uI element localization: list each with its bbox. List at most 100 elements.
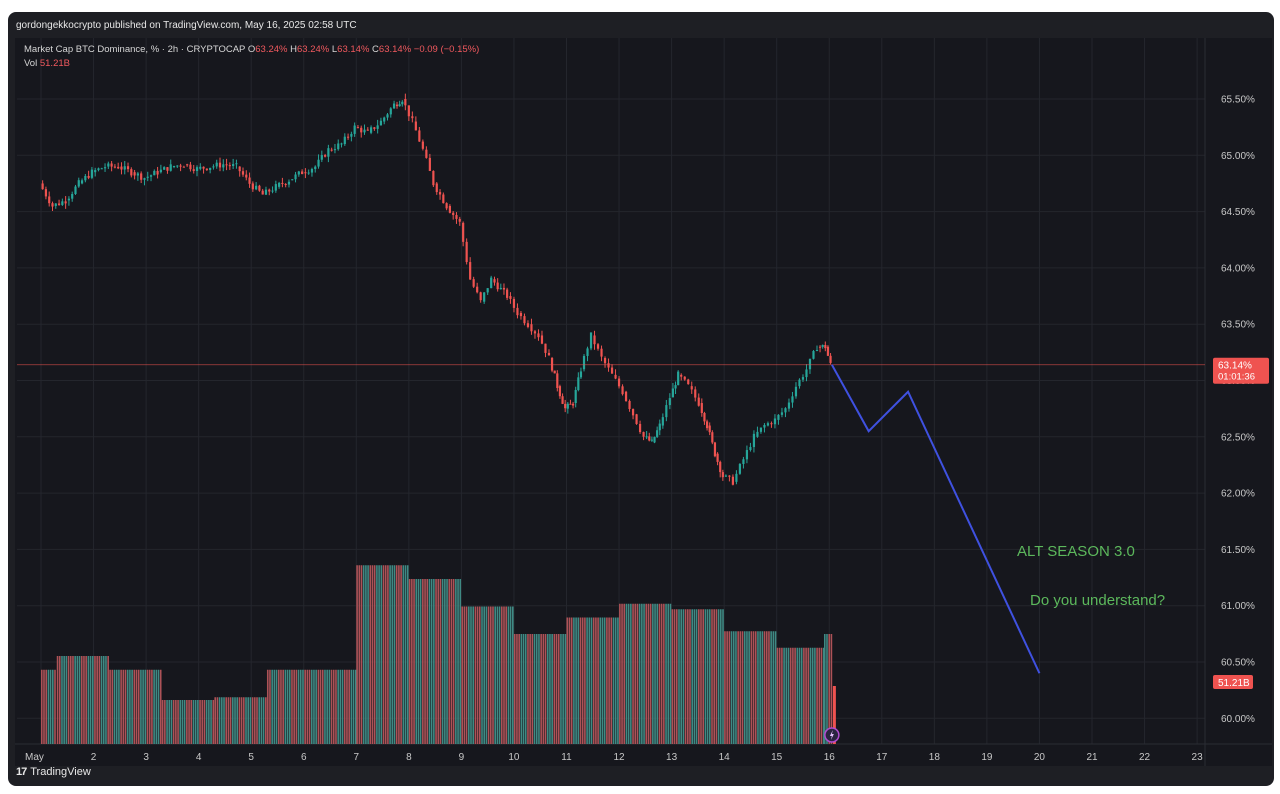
volume-bar (472, 606, 474, 744)
volume-bar (774, 631, 777, 744)
x-tick-label: 7 (354, 752, 360, 763)
volume-bar (562, 634, 564, 744)
candle-body (506, 289, 509, 298)
volume-bar (100, 656, 103, 744)
price-tag-timer: 01:01:36 (1218, 372, 1255, 383)
volume-bar (732, 631, 735, 744)
candle-body (815, 349, 819, 352)
volume-bar (792, 647, 794, 744)
volume-bar (256, 697, 258, 744)
candle-body (523, 316, 526, 324)
candle-body (801, 377, 805, 380)
publisher-line: gordongekkocrypto published on TradingVi… (16, 20, 357, 31)
candle-body (458, 218, 461, 222)
volume-bar (487, 606, 490, 744)
tradingview-brand: 17 TradingView (16, 766, 91, 778)
volume-bar (820, 647, 823, 744)
volume-bar (144, 669, 147, 744)
tradingview-logo-icon: 17 (16, 766, 27, 778)
volume-bar (816, 647, 818, 744)
volume-bar (404, 565, 407, 744)
volume-bar (58, 656, 61, 744)
volume-bar (358, 565, 361, 744)
volume-bar (238, 697, 241, 744)
volume-bar (811, 647, 814, 744)
volume-bar (124, 669, 127, 744)
volume-bar (592, 617, 595, 744)
volume-bar (190, 700, 193, 744)
candle-body (728, 475, 731, 477)
candle-body (225, 164, 228, 166)
volume-bar (45, 669, 47, 744)
chart-area[interactable]: 65.50%65.00%64.50%64.00%63.50%63.00%62.5… (15, 38, 1272, 766)
candle-body (665, 405, 668, 418)
candle-body (310, 169, 314, 173)
volume-bar (203, 700, 206, 744)
volume-bar (807, 647, 810, 744)
volume-bar (757, 631, 759, 744)
volume-bar (706, 609, 709, 744)
volume-bar (288, 669, 291, 744)
candle-body (369, 127, 373, 133)
volume-bar (201, 700, 204, 744)
volume-bar (830, 634, 833, 744)
candle-body (258, 185, 261, 191)
volume-bar (315, 669, 317, 744)
volume-bar (752, 631, 755, 744)
volume-bar (197, 700, 199, 744)
volume-bar (155, 669, 158, 744)
volume-bar (324, 669, 326, 744)
volume-bar (422, 579, 424, 744)
candle-body (314, 166, 317, 170)
candle-body (149, 175, 153, 177)
volume-bar (273, 669, 276, 744)
candle-body (600, 348, 603, 357)
volume-bar (455, 579, 457, 744)
candle-body (694, 389, 697, 398)
volume-bar (726, 631, 728, 744)
candle-body (770, 423, 773, 425)
volume-bar (656, 603, 659, 744)
candle-body (287, 181, 291, 185)
volume-bar (411, 579, 413, 744)
volume-bar (693, 609, 696, 744)
x-tick-label: 19 (981, 752, 993, 763)
price-chart[interactable]: 65.50%65.00%64.50%64.00%63.50%63.00%62.5… (15, 38, 1272, 766)
candle-body (103, 167, 107, 169)
candle-body (469, 262, 472, 280)
candle-body (614, 374, 617, 379)
candle-body (215, 162, 218, 167)
candle-body (379, 120, 383, 126)
candle-body (395, 104, 399, 107)
volume-bar (531, 634, 534, 744)
volume-bar (485, 606, 488, 744)
volume-bar (328, 669, 331, 744)
x-tick-label: 5 (248, 752, 254, 763)
candle-body (156, 170, 159, 175)
candle-body (182, 166, 185, 168)
projection-line (831, 364, 1041, 674)
volume-bar (161, 700, 164, 744)
volume-bar (663, 603, 665, 744)
candle-body (376, 125, 379, 129)
volume-bar (346, 669, 348, 744)
volume-bar (579, 617, 582, 744)
volume-bar (553, 634, 556, 744)
volume-bar (783, 647, 785, 744)
volume-bar (262, 697, 265, 744)
candle-body (248, 177, 251, 184)
candle-body (603, 357, 607, 364)
volume-bar (113, 669, 116, 744)
lightning-icon[interactable] (824, 727, 840, 743)
candle-body (241, 171, 245, 175)
volume-bar (768, 631, 770, 744)
y-tick-label: 65.00% (1221, 151, 1255, 162)
volume-bar (617, 617, 619, 744)
candle-body (64, 201, 67, 204)
candle-body (455, 215, 458, 219)
candle-body (366, 129, 369, 131)
volume-bar (625, 603, 628, 744)
volume-bar (564, 634, 567, 744)
volume-bar (522, 634, 525, 744)
volume-bar (778, 647, 781, 744)
